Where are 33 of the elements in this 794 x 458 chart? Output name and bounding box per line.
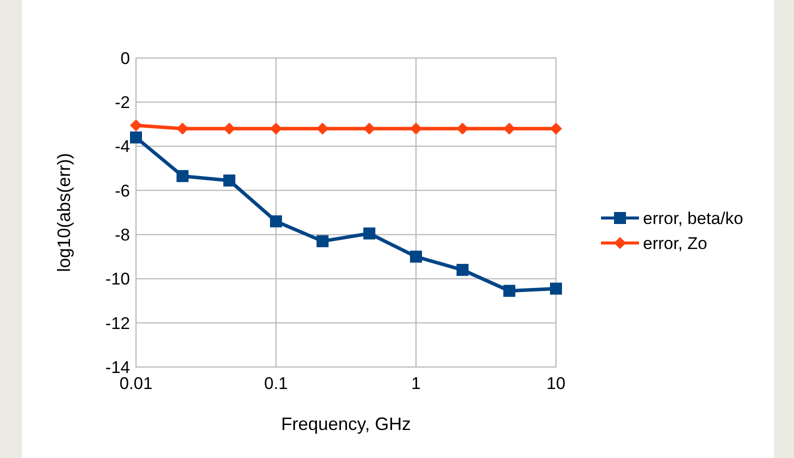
point [316, 235, 329, 248]
point [130, 119, 142, 132]
point [456, 264, 469, 276]
point [503, 284, 516, 297]
y-tick-label: -10 [105, 270, 130, 289]
x-tick-label: 1 [411, 374, 421, 393]
x-tick-label: 0.01 [119, 374, 153, 393]
point [176, 170, 189, 182]
y-tick-label: -12 [105, 314, 130, 333]
point [363, 122, 376, 135]
y-tick-label: 0 [120, 48, 130, 68]
point [503, 122, 516, 135]
y-tick-label: -6 [114, 181, 130, 200]
point [410, 250, 422, 263]
point [550, 122, 562, 135]
x-tick-label: 0.1 [264, 374, 288, 393]
y-tick-label: -4 [114, 137, 130, 156]
x-tick-label: 10 [546, 374, 566, 393]
y-tick-label: -2 [114, 93, 130, 112]
y-axis-title: log10(abs(err)) [54, 152, 74, 272]
x-axis-title: Frequency, GHz [281, 414, 411, 434]
point [270, 215, 282, 228]
y-tick-label: -14 [105, 358, 130, 377]
point [130, 131, 142, 144]
legend-label: error, beta/ko [643, 208, 744, 228]
point [223, 174, 236, 186]
point [223, 122, 236, 135]
point [550, 282, 562, 295]
point [363, 227, 376, 240]
legend-label: error, Zo [643, 234, 708, 253]
point [270, 122, 282, 135]
point [410, 122, 422, 135]
y-tick-label: -8 [114, 226, 130, 245]
